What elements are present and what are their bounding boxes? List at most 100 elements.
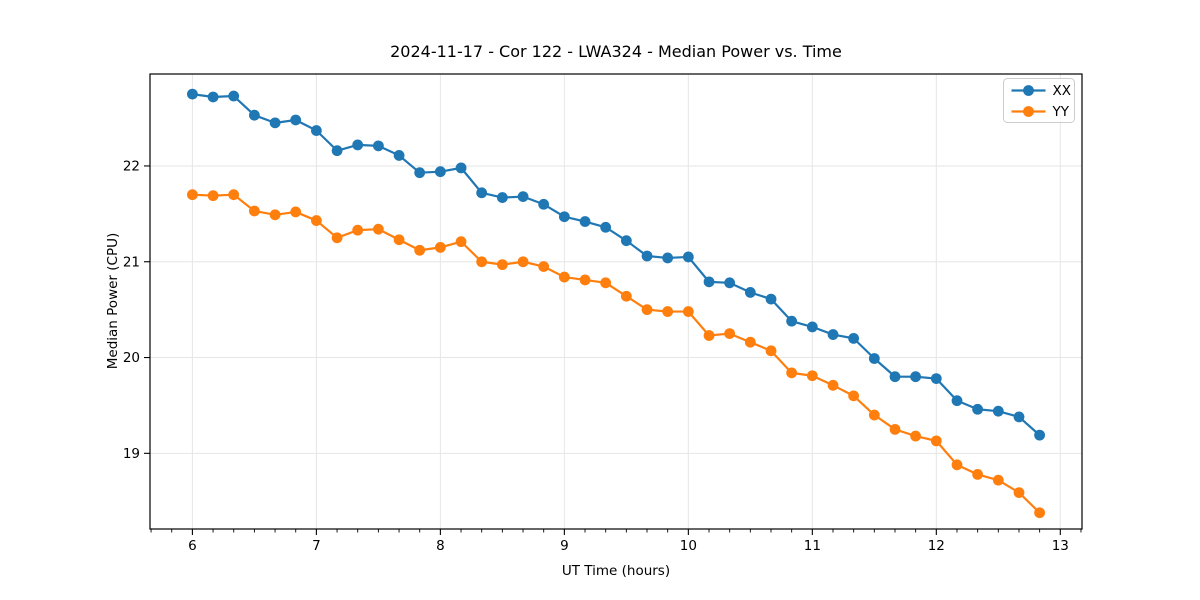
series-yy-point (641, 304, 653, 316)
series-yy-point (662, 306, 674, 317)
x-tick-label: 13 (1052, 538, 1069, 554)
series-yy-point (290, 206, 302, 218)
series-xx-point (538, 198, 550, 210)
series-xx-point (352, 139, 364, 151)
series-xx-point (786, 315, 798, 327)
series-xx-point (455, 162, 467, 174)
series-xx-point (372, 140, 384, 152)
series-xx-point (558, 211, 570, 223)
series-yy-point (517, 256, 529, 268)
series-xx-point (827, 329, 839, 340)
series-xx-point (331, 145, 343, 157)
x-axis-label: UT Time (hours) (562, 563, 670, 579)
series-xx-point (744, 287, 756, 298)
series-xx-point (434, 166, 446, 178)
series-yy-point (414, 244, 426, 256)
series-xx-point (806, 321, 818, 333)
plot-generated-layer: 6 7 8 9 10 11 12 13 19 20 21 22 XX YY (123, 73, 1083, 554)
series-yy-point (476, 256, 488, 268)
y-tick-label: 19 (123, 446, 140, 462)
series-yy-point (372, 223, 384, 235)
series-xx-point (992, 405, 1004, 417)
series-yy-point (910, 430, 922, 442)
series-xx-point (889, 371, 901, 383)
series-yy-point (682, 306, 694, 317)
series-xx-point (600, 221, 612, 233)
series-xx-point (765, 293, 777, 305)
series-yy-point (1013, 487, 1025, 498)
series-yy-point (868, 409, 880, 421)
series-xx-point (1034, 429, 1045, 441)
series-xx-point (248, 109, 260, 121)
series-yy-point (393, 234, 405, 246)
series-yy-point (848, 390, 860, 402)
series-xx-point (187, 88, 198, 100)
series-yy-point (352, 224, 364, 236)
series-xx-point (476, 187, 488, 199)
series-yy-point (765, 345, 777, 357)
legend-sample-point-xx (1023, 85, 1034, 96)
series-xx-point (682, 251, 694, 263)
series-xx-point (930, 373, 942, 385)
series-yy-point (786, 367, 798, 379)
y-tick-label: 22 (123, 159, 140, 175)
series-xx-point (910, 371, 922, 383)
legend-sample-point-yy (1023, 106, 1034, 117)
series-yy-point (579, 274, 591, 286)
series-xx-point (207, 91, 219, 103)
series-yy-point (806, 370, 818, 382)
series-xx-point (724, 277, 736, 289)
series-yy-point (827, 379, 839, 391)
series-xx-point (579, 216, 591, 227)
series-xx-point (269, 117, 281, 129)
x-tick-label: 6 (188, 538, 197, 554)
series-xx-point (848, 332, 860, 344)
series-yy-point (992, 474, 1004, 486)
series-yy-point (889, 423, 901, 435)
series-yy-point (951, 459, 963, 471)
x-tick-label: 8 (436, 538, 445, 554)
series-yy-point (331, 232, 343, 244)
series-yy-point (558, 271, 570, 283)
series-xx-point (310, 125, 322, 136)
x-tick-label: 12 (928, 538, 945, 554)
series-yy-point (207, 190, 219, 202)
series-yy-point (228, 189, 240, 201)
chart-title: 2024-11-17 - Cor 122 - LWA324 - Median P… (390, 42, 842, 61)
series-yy-point (600, 277, 612, 289)
series-xx-point (703, 276, 715, 288)
series-yy-point (434, 241, 446, 253)
series-yy-point (269, 209, 281, 221)
series-yy-point (744, 336, 756, 348)
y-axis-label: Median Power (CPU) (105, 233, 121, 369)
series-yy-point (972, 469, 984, 480)
series-yy-point (620, 290, 632, 302)
series-xx-point (393, 150, 405, 161)
series-yy-point (1034, 507, 1045, 519)
series-xx-point (951, 395, 963, 407)
x-tick-label: 7 (312, 538, 321, 554)
series-yy-line (192, 193, 1041, 514)
series-xx-point (228, 90, 240, 102)
legend-label-xx: XX (1053, 83, 1072, 99)
series-yy-point (724, 328, 736, 339)
series-yy-point (187, 189, 198, 201)
series-xx-point (414, 167, 426, 179)
series-yy-point (496, 259, 508, 271)
x-tick-label: 10 (680, 538, 697, 554)
x-tick-label: 11 (804, 538, 821, 554)
y-tick-label: 20 (123, 350, 140, 366)
series-xx-point (290, 114, 302, 126)
series-xx-point (517, 191, 529, 203)
series-xx-point (972, 403, 984, 415)
series-xx-point (868, 353, 880, 364)
series-yy-point (455, 236, 467, 248)
series-xx-point (1013, 411, 1025, 423)
legend-label-yy: YY (1052, 104, 1070, 120)
series-xx-point (662, 252, 674, 264)
x-tick-label: 9 (560, 538, 569, 554)
y-tick-label: 21 (123, 254, 140, 270)
series-yy-point (930, 435, 942, 447)
